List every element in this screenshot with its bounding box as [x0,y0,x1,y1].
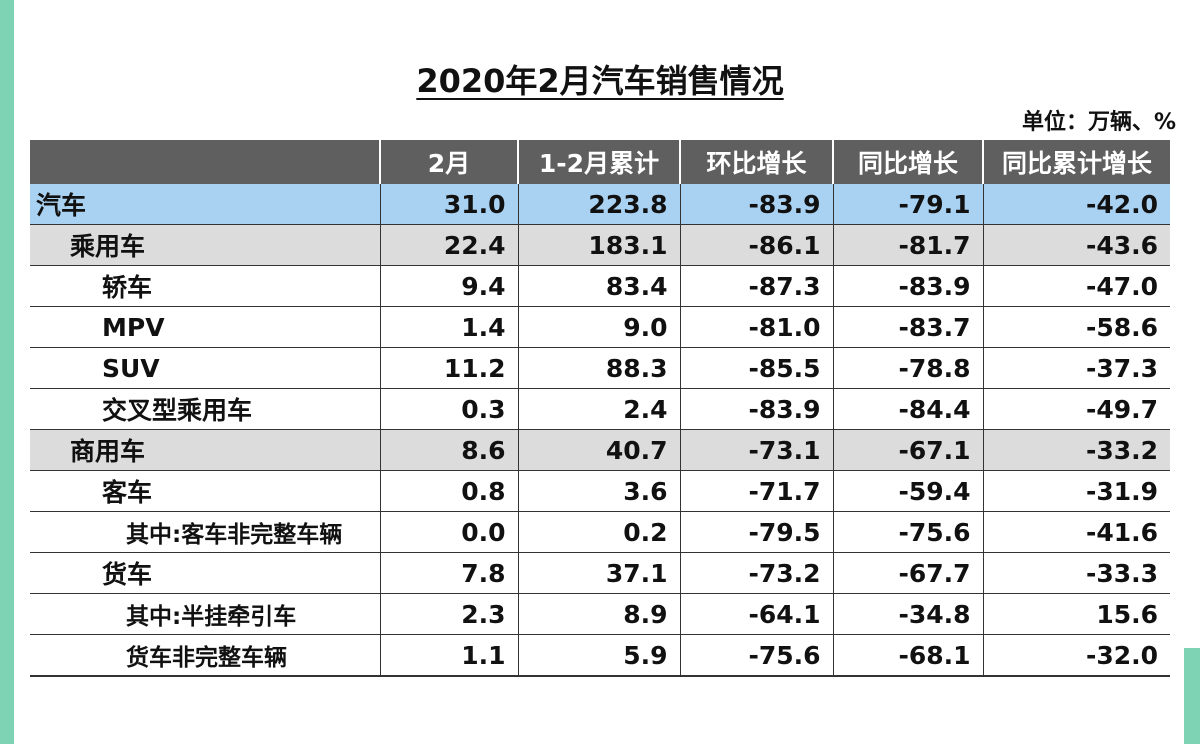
value-cell: -58.6 [982,306,1170,348]
value-cell: 15.6 [982,593,1170,635]
table-body: 汽车 31.0 223.8 -83.9 -79.1 -42.0 乘用车 22.4 183.1 -8… [30,184,1170,677]
value-cell: -79.1 [832,184,983,225]
value-cell: 40.7 [517,429,680,471]
value-cell: -86.1 [679,224,833,266]
value-cell: -83.9 [679,388,833,430]
header-cell: 同比累计增长 [982,140,1170,184]
value-cell: -43.6 [982,224,1170,266]
table-row: 货车非完整车辆 1.1 5.9 -75.6 -68.1 -32.0 [30,634,1170,677]
value-cell: 1.4 [379,306,518,348]
value-cell: -83.7 [832,306,983,348]
value-cell: -79.5 [679,511,833,553]
value-cell: -33.3 [982,552,1170,594]
row-label: 商用车 [30,429,380,471]
value-cell: -73.2 [679,552,833,594]
left-edge-decoration [0,0,14,744]
value-cell: -59.4 [832,470,983,512]
value-cell: -73.1 [679,429,833,471]
value-cell: -75.6 [679,634,833,677]
value-cell: -32.0 [982,634,1170,677]
value-cell: 5.9 [517,634,680,677]
value-cell: 88.3 [517,347,680,389]
header-cell: 环比增长 [679,140,833,184]
table-row: 商用车 8.6 40.7 -73.1 -67.1 -33.2 [30,429,1170,471]
value-cell: -68.1 [832,634,983,677]
row-label: 乘用车 [30,224,380,266]
value-cell: 8.9 [517,593,680,635]
header-cell: 2月 [379,140,518,184]
value-cell: 8.6 [379,429,518,471]
value-cell: -67.1 [832,429,983,471]
value-cell: 0.2 [517,511,680,553]
value-cell: 7.8 [379,552,518,594]
table-row: SUV 11.2 88.3 -85.5 -78.8 -37.3 [30,347,1170,389]
value-cell: 0.3 [379,388,518,430]
header-cell: 1-2月累计 [517,140,680,184]
value-cell: 11.2 [379,347,518,389]
value-cell: 3.6 [517,470,680,512]
table-row: 货车 7.8 37.1 -73.2 -67.7 -33.3 [30,552,1170,594]
value-cell: 31.0 [379,184,518,225]
table-row: 客车 0.8 3.6 -71.7 -59.4 -31.9 [30,470,1170,512]
table-row: MPV 1.4 9.0 -81.0 -83.7 -58.6 [30,306,1170,348]
value-cell: -71.7 [679,470,833,512]
value-cell: -34.8 [832,593,983,635]
row-label: 客车 [30,470,380,512]
value-cell: 9.0 [517,306,680,348]
value-cell: -31.9 [982,470,1170,512]
value-cell: -85.5 [679,347,833,389]
sales-table: 2月 1-2月累计 环比增长 同比增长 同比累计增长 汽车 31.0 223.8 -8… [30,140,1170,677]
value-cell: 9.4 [379,265,518,307]
value-cell: -33.2 [982,429,1170,471]
row-label: MPV [30,306,380,348]
header-cell: 同比增长 [832,140,983,184]
value-cell: -81.0 [679,306,833,348]
value-cell: 83.4 [517,265,680,307]
table-header-row: 2月 1-2月累计 环比增长 同比增长 同比累计增长 [30,140,1170,184]
value-cell: 0.0 [379,511,518,553]
table-row: 交叉型乘用车 0.3 2.4 -83.9 -84.4 -49.7 [30,388,1170,430]
table-row: 其中:半挂牵引车 2.3 8.9 -64.1 -34.8 15.6 [30,593,1170,635]
value-cell: -47.0 [982,265,1170,307]
value-cell: -87.3 [679,265,833,307]
table-row: 汽车 31.0 223.8 -83.9 -79.1 -42.0 [30,184,1170,225]
value-cell: -41.6 [982,511,1170,553]
value-cell: -83.9 [679,184,833,225]
row-label: 货车 [30,552,380,594]
row-label: 货车非完整车辆 [30,634,380,677]
row-label: 其中:客车非完整车辆 [30,511,380,553]
value-cell: 223.8 [517,184,680,225]
value-cell: -75.6 [832,511,983,553]
table-row: 乘用车 22.4 183.1 -86.1 -81.7 -43.6 [30,224,1170,266]
row-label: SUV [30,347,380,389]
table-row: 轿车 9.4 83.4 -87.3 -83.9 -47.0 [30,265,1170,307]
value-cell: -64.1 [679,593,833,635]
value-cell: 0.8 [379,470,518,512]
value-cell: -78.8 [832,347,983,389]
value-cell: -49.7 [982,388,1170,430]
value-cell: -81.7 [832,224,983,266]
value-cell: -42.0 [982,184,1170,225]
value-cell: 2.4 [517,388,680,430]
value-cell: 183.1 [517,224,680,266]
value-cell: 37.1 [517,552,680,594]
value-cell: 2.3 [379,593,518,635]
right-edge-decoration [1184,648,1200,744]
value-cell: 22.4 [379,224,518,266]
row-label: 汽车 [30,184,380,225]
row-label: 轿车 [30,265,380,307]
value-cell: 1.1 [379,634,518,677]
value-cell: -37.3 [982,347,1170,389]
value-cell: -84.4 [832,388,983,430]
page-title: 2020年2月汽车销售情况 [416,62,784,100]
row-label: 交叉型乘用车 [30,388,380,430]
table-row: 其中:客车非完整车辆 0.0 0.2 -79.5 -75.6 -41.6 [30,511,1170,553]
value-cell: -83.9 [832,265,983,307]
row-label: 其中:半挂牵引车 [30,593,380,635]
header-cell [30,140,380,184]
unit-label: 单位：万辆、% [1021,110,1176,135]
value-cell: -67.7 [832,552,983,594]
